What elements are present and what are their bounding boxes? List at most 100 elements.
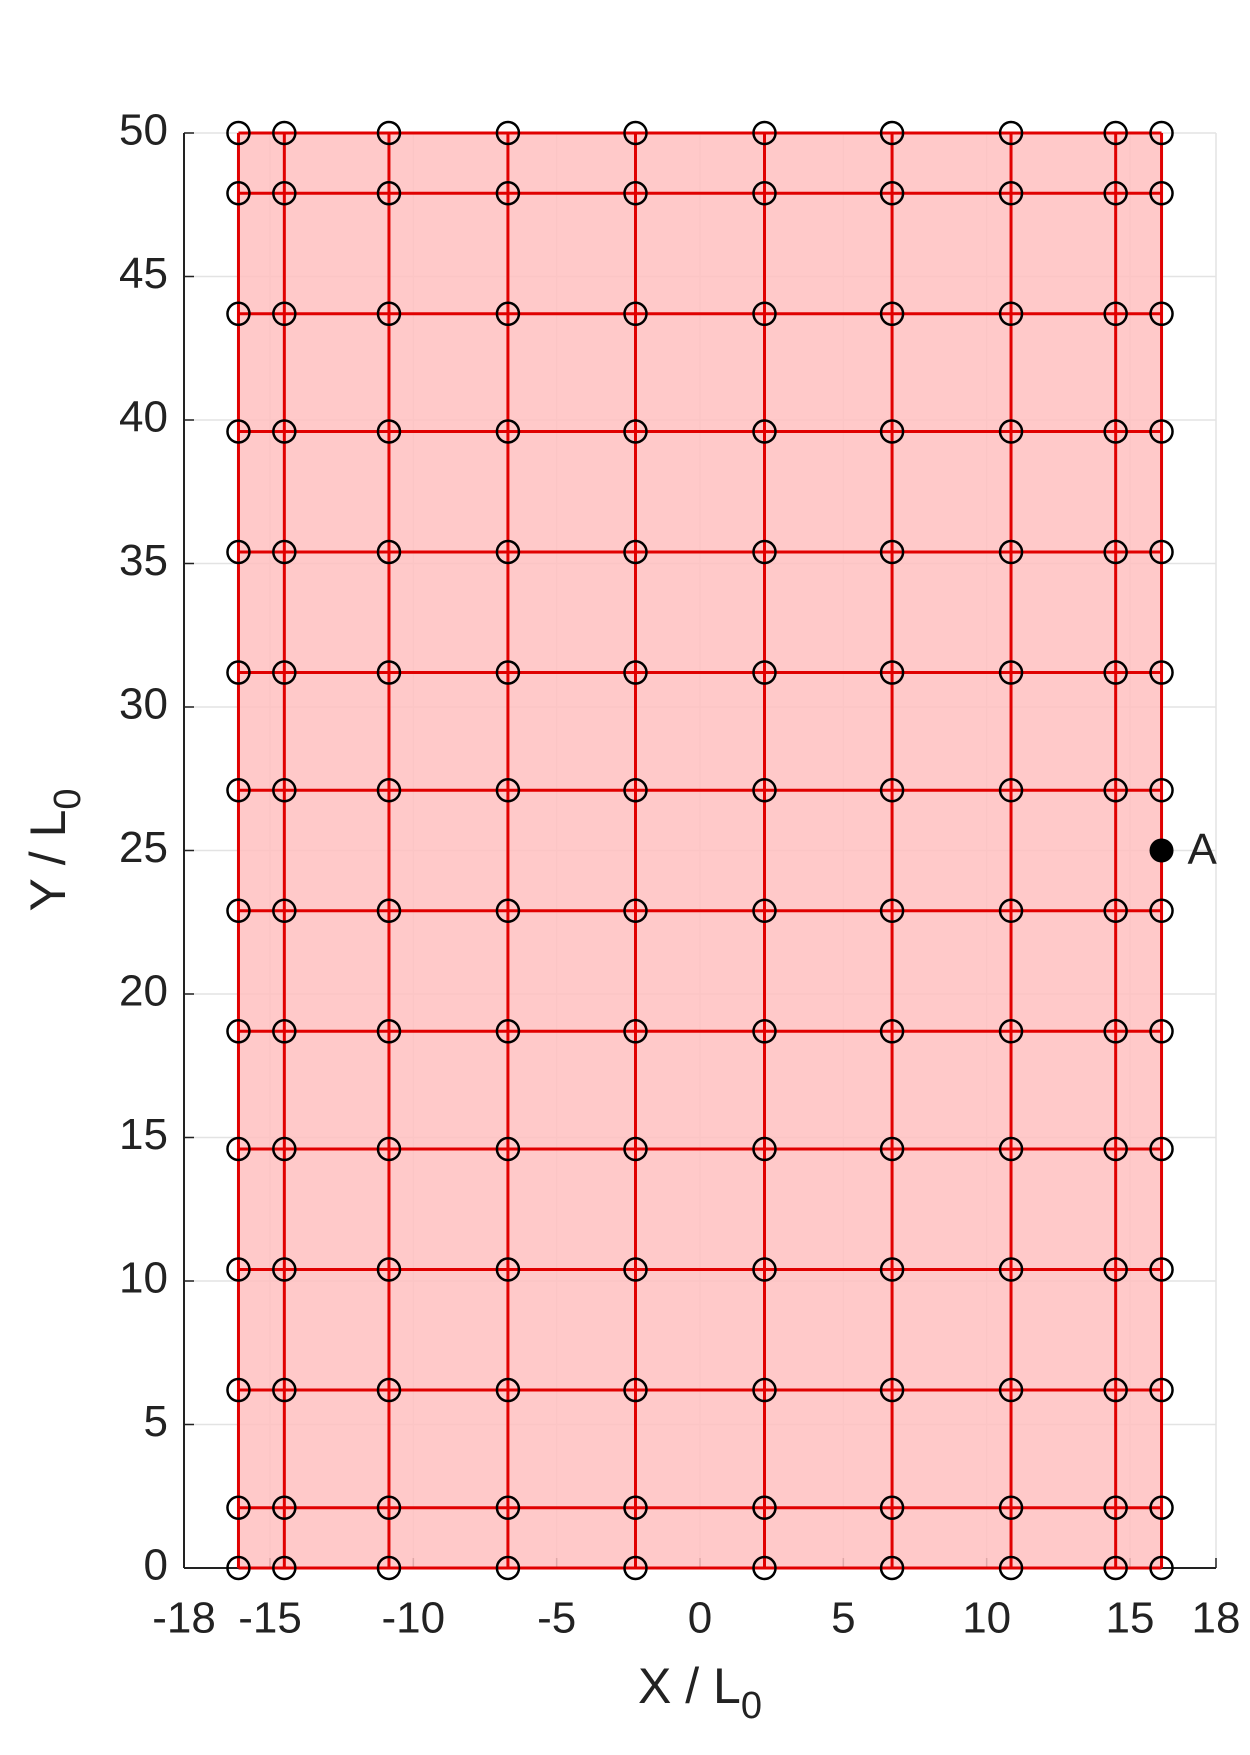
mesh-node <box>998 777 1024 803</box>
mesh-node <box>495 419 521 444</box>
mesh-node <box>495 539 521 565</box>
mesh-node <box>226 660 251 685</box>
y-tick-label: 40 <box>119 393 168 442</box>
mesh-node <box>495 660 521 685</box>
mesh-node <box>226 1257 251 1282</box>
mesh-node <box>1103 1136 1128 1162</box>
mesh-node <box>272 1136 297 1162</box>
mesh-node <box>1149 1136 1174 1162</box>
point-label: A <box>1188 825 1218 874</box>
mesh-node <box>752 120 777 146</box>
mesh-node <box>1149 1555 1174 1581</box>
mesh-node <box>879 898 905 924</box>
mesh-node <box>879 1019 905 1044</box>
mesh-node <box>623 1495 648 1520</box>
mesh-node <box>998 660 1024 685</box>
mesh-node <box>226 1377 251 1403</box>
mesh-node <box>272 181 297 206</box>
mesh-node <box>998 419 1024 444</box>
mesh-node <box>1149 181 1174 206</box>
mesh-node <box>495 301 521 327</box>
y-tick-label: 25 <box>119 823 168 872</box>
mesh-node <box>623 120 648 146</box>
mesh-node <box>752 898 777 924</box>
mesh-node <box>623 1257 648 1282</box>
mesh-node <box>623 777 648 803</box>
x-tick-label: -15 <box>238 1594 302 1643</box>
mesh-node <box>623 181 648 206</box>
mesh-node <box>998 539 1024 565</box>
mesh-node <box>376 419 402 444</box>
y-tick-label: 20 <box>119 967 168 1016</box>
mesh-node <box>998 1136 1024 1162</box>
mesh-node <box>879 301 905 327</box>
mesh-node <box>752 181 777 206</box>
y-label-subscript: 0 <box>47 788 89 809</box>
mesh-node <box>1149 898 1174 924</box>
mesh-node <box>226 419 251 444</box>
mesh-node <box>1103 419 1128 444</box>
mesh-node <box>272 120 297 146</box>
mesh-node <box>623 1555 648 1581</box>
mesh-node <box>752 539 777 565</box>
mesh-node <box>495 1136 521 1162</box>
mesh-node <box>623 419 648 444</box>
mesh-node <box>1103 539 1128 565</box>
mesh-node <box>272 1019 297 1044</box>
mesh-node <box>272 301 297 327</box>
mesh-node <box>226 777 251 803</box>
mesh-node <box>376 660 402 685</box>
mesh-node <box>623 539 648 565</box>
mesh-node <box>226 1019 251 1044</box>
mesh-node <box>623 1019 648 1044</box>
y-tick-label: 0 <box>144 1541 168 1590</box>
mesh-node <box>1103 777 1128 803</box>
mesh-node <box>226 120 251 146</box>
mesh-node <box>998 181 1024 206</box>
mesh-node <box>752 777 777 803</box>
mesh-node <box>272 419 297 444</box>
mesh-node <box>998 898 1024 924</box>
mesh-node <box>1103 120 1128 146</box>
mesh-node <box>376 898 402 924</box>
x-tick-label: 0 <box>688 1594 712 1643</box>
mesh-node <box>752 660 777 685</box>
mesh-node <box>495 1555 521 1581</box>
mesh-node <box>1149 660 1174 685</box>
x-label-subscript: 0 <box>741 1685 762 1727</box>
mesh-node <box>623 301 648 327</box>
mesh-node <box>752 301 777 327</box>
mesh-node <box>226 301 251 327</box>
y-tick-label: 30 <box>119 680 168 729</box>
mesh-node <box>879 1377 905 1403</box>
mesh-node <box>272 1495 297 1520</box>
mesh-node <box>879 120 905 146</box>
y-tick-label: 5 <box>144 1397 168 1446</box>
x-label-text: X / L <box>638 1658 741 1714</box>
mesh-node <box>998 1495 1024 1520</box>
mesh-node <box>495 1377 521 1403</box>
mesh-node <box>495 777 521 803</box>
y-label-text: Y / L <box>20 810 76 912</box>
mesh-node <box>1103 660 1128 685</box>
mesh-node <box>752 1495 777 1520</box>
mesh-node <box>1149 301 1174 327</box>
mesh-node <box>226 1495 251 1520</box>
mesh-node <box>376 539 402 565</box>
mesh-node <box>376 1377 402 1403</box>
mesh-node <box>376 1257 402 1282</box>
mesh-node <box>752 1257 777 1282</box>
mesh-node <box>495 1257 521 1282</box>
mesh-node <box>226 1555 251 1581</box>
mesh-node <box>376 1495 402 1520</box>
mesh-node <box>226 898 251 924</box>
mesh-node <box>879 181 905 206</box>
mesh-node <box>1103 1019 1128 1044</box>
mesh-node <box>998 1019 1024 1044</box>
mesh-node <box>376 1136 402 1162</box>
mesh-node <box>998 1257 1024 1282</box>
mesh-node <box>998 1377 1024 1403</box>
mesh-node <box>272 1377 297 1403</box>
